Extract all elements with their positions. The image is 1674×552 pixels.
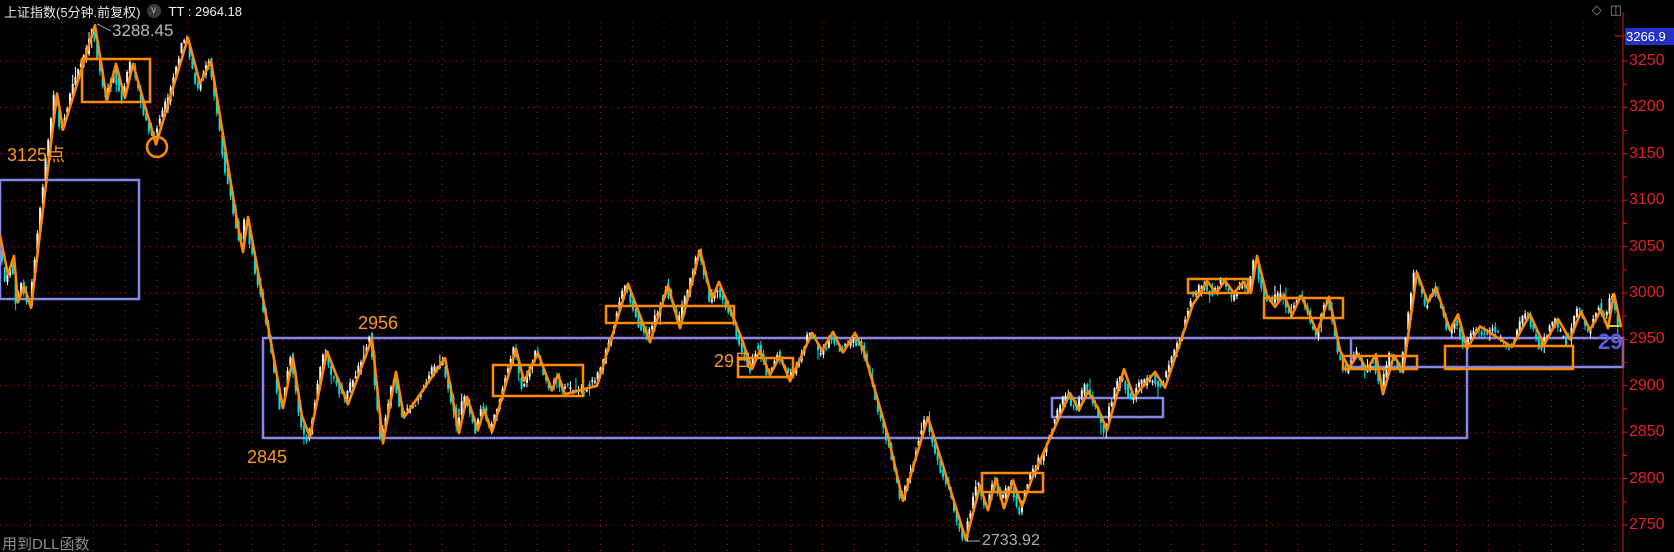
- footer-note: 用到DLL函数: [2, 536, 90, 552]
- orange-consolidation-box[interactable]: [80, 57, 152, 104]
- axis-tick-label: 2850: [1629, 423, 1665, 441]
- blue-range-box[interactable]: [0, 178, 141, 301]
- chart-annotation-range-high-2956: 2956: [358, 313, 399, 333]
- orange-consolidation-box[interactable]: [980, 471, 1045, 494]
- chart-annotation-range-low-2845: 2845: [247, 447, 288, 467]
- axis-tick-label: 2900: [1629, 376, 1665, 394]
- chart-annotation-peak-high: 3288.45: [112, 21, 174, 40]
- axis-tick-label: 3000: [1629, 284, 1665, 301]
- orange-circle-marker[interactable]: [145, 135, 169, 159]
- axis-tick-label: 2950: [1629, 330, 1665, 348]
- axis-tick-label: 3050: [1629, 237, 1665, 255]
- window-tool-icons: ◇ ◫: [1592, 2, 1622, 18]
- zigzag-overlay[interactable]: [0, 23, 1623, 542]
- orange-consolidation-box[interactable]: [1341, 354, 1419, 371]
- chevron-down-icon[interactable]: ∨: [146, 4, 161, 18]
- quote-value: TT : 2964.18: [168, 3, 242, 19]
- candlesticks: [1, 27, 1619, 542]
- orange-consolidation-box[interactable]: [736, 356, 795, 379]
- axis-tick-label: 3100: [1629, 191, 1665, 209]
- orange-consolidation-box[interactable]: [1262, 296, 1345, 320]
- panel-icon[interactable]: ◫: [1609, 2, 1622, 17]
- chart-annotation-level-3125: 3125点: [7, 145, 66, 165]
- orange-consolidation-box[interactable]: [1443, 344, 1575, 371]
- axis-tick-label: 2800: [1629, 469, 1665, 487]
- orange-consolidation-box[interactable]: [604, 304, 736, 325]
- diamond-icon[interactable]: ◇: [1591, 2, 1602, 17]
- blue-range-boxes[interactable]: [0, 178, 1625, 440]
- chart-annotation-bottom-low: 2733.92: [982, 532, 1040, 549]
- axis-tick-label: 3150: [1629, 144, 1665, 162]
- axis-tick-label: 3200: [1629, 98, 1665, 116]
- blue-range-box[interactable]: [261, 336, 1469, 440]
- axis-current-value: 3266.9: [1625, 28, 1674, 45]
- symbol-title: 上证指数(5分钟.前复权): [4, 4, 141, 20]
- chart-annotation-right-29: 29: [1598, 329, 1623, 354]
- chart-annotation-date-29: 29日: [714, 351, 753, 371]
- grid-lines: [0, 22, 1623, 552]
- axis-tick-label: 2750: [1629, 516, 1665, 533]
- blue-range-box[interactable]: [1050, 396, 1165, 419]
- price-axis-line: [1615, 12, 1628, 552]
- title-bar: 上证指数(5分钟.前复权) ∨ TT : 2964.18: [0, 0, 1674, 22]
- orange-drawing-boxes[interactable]: [80, 57, 1575, 494]
- annotation-leaders: [96, 23, 1620, 542]
- orange-consolidation-box[interactable]: [491, 363, 585, 398]
- axis-tick-label: 3250: [1629, 52, 1665, 69]
- orange-consolidation-box[interactable]: [1186, 277, 1250, 295]
